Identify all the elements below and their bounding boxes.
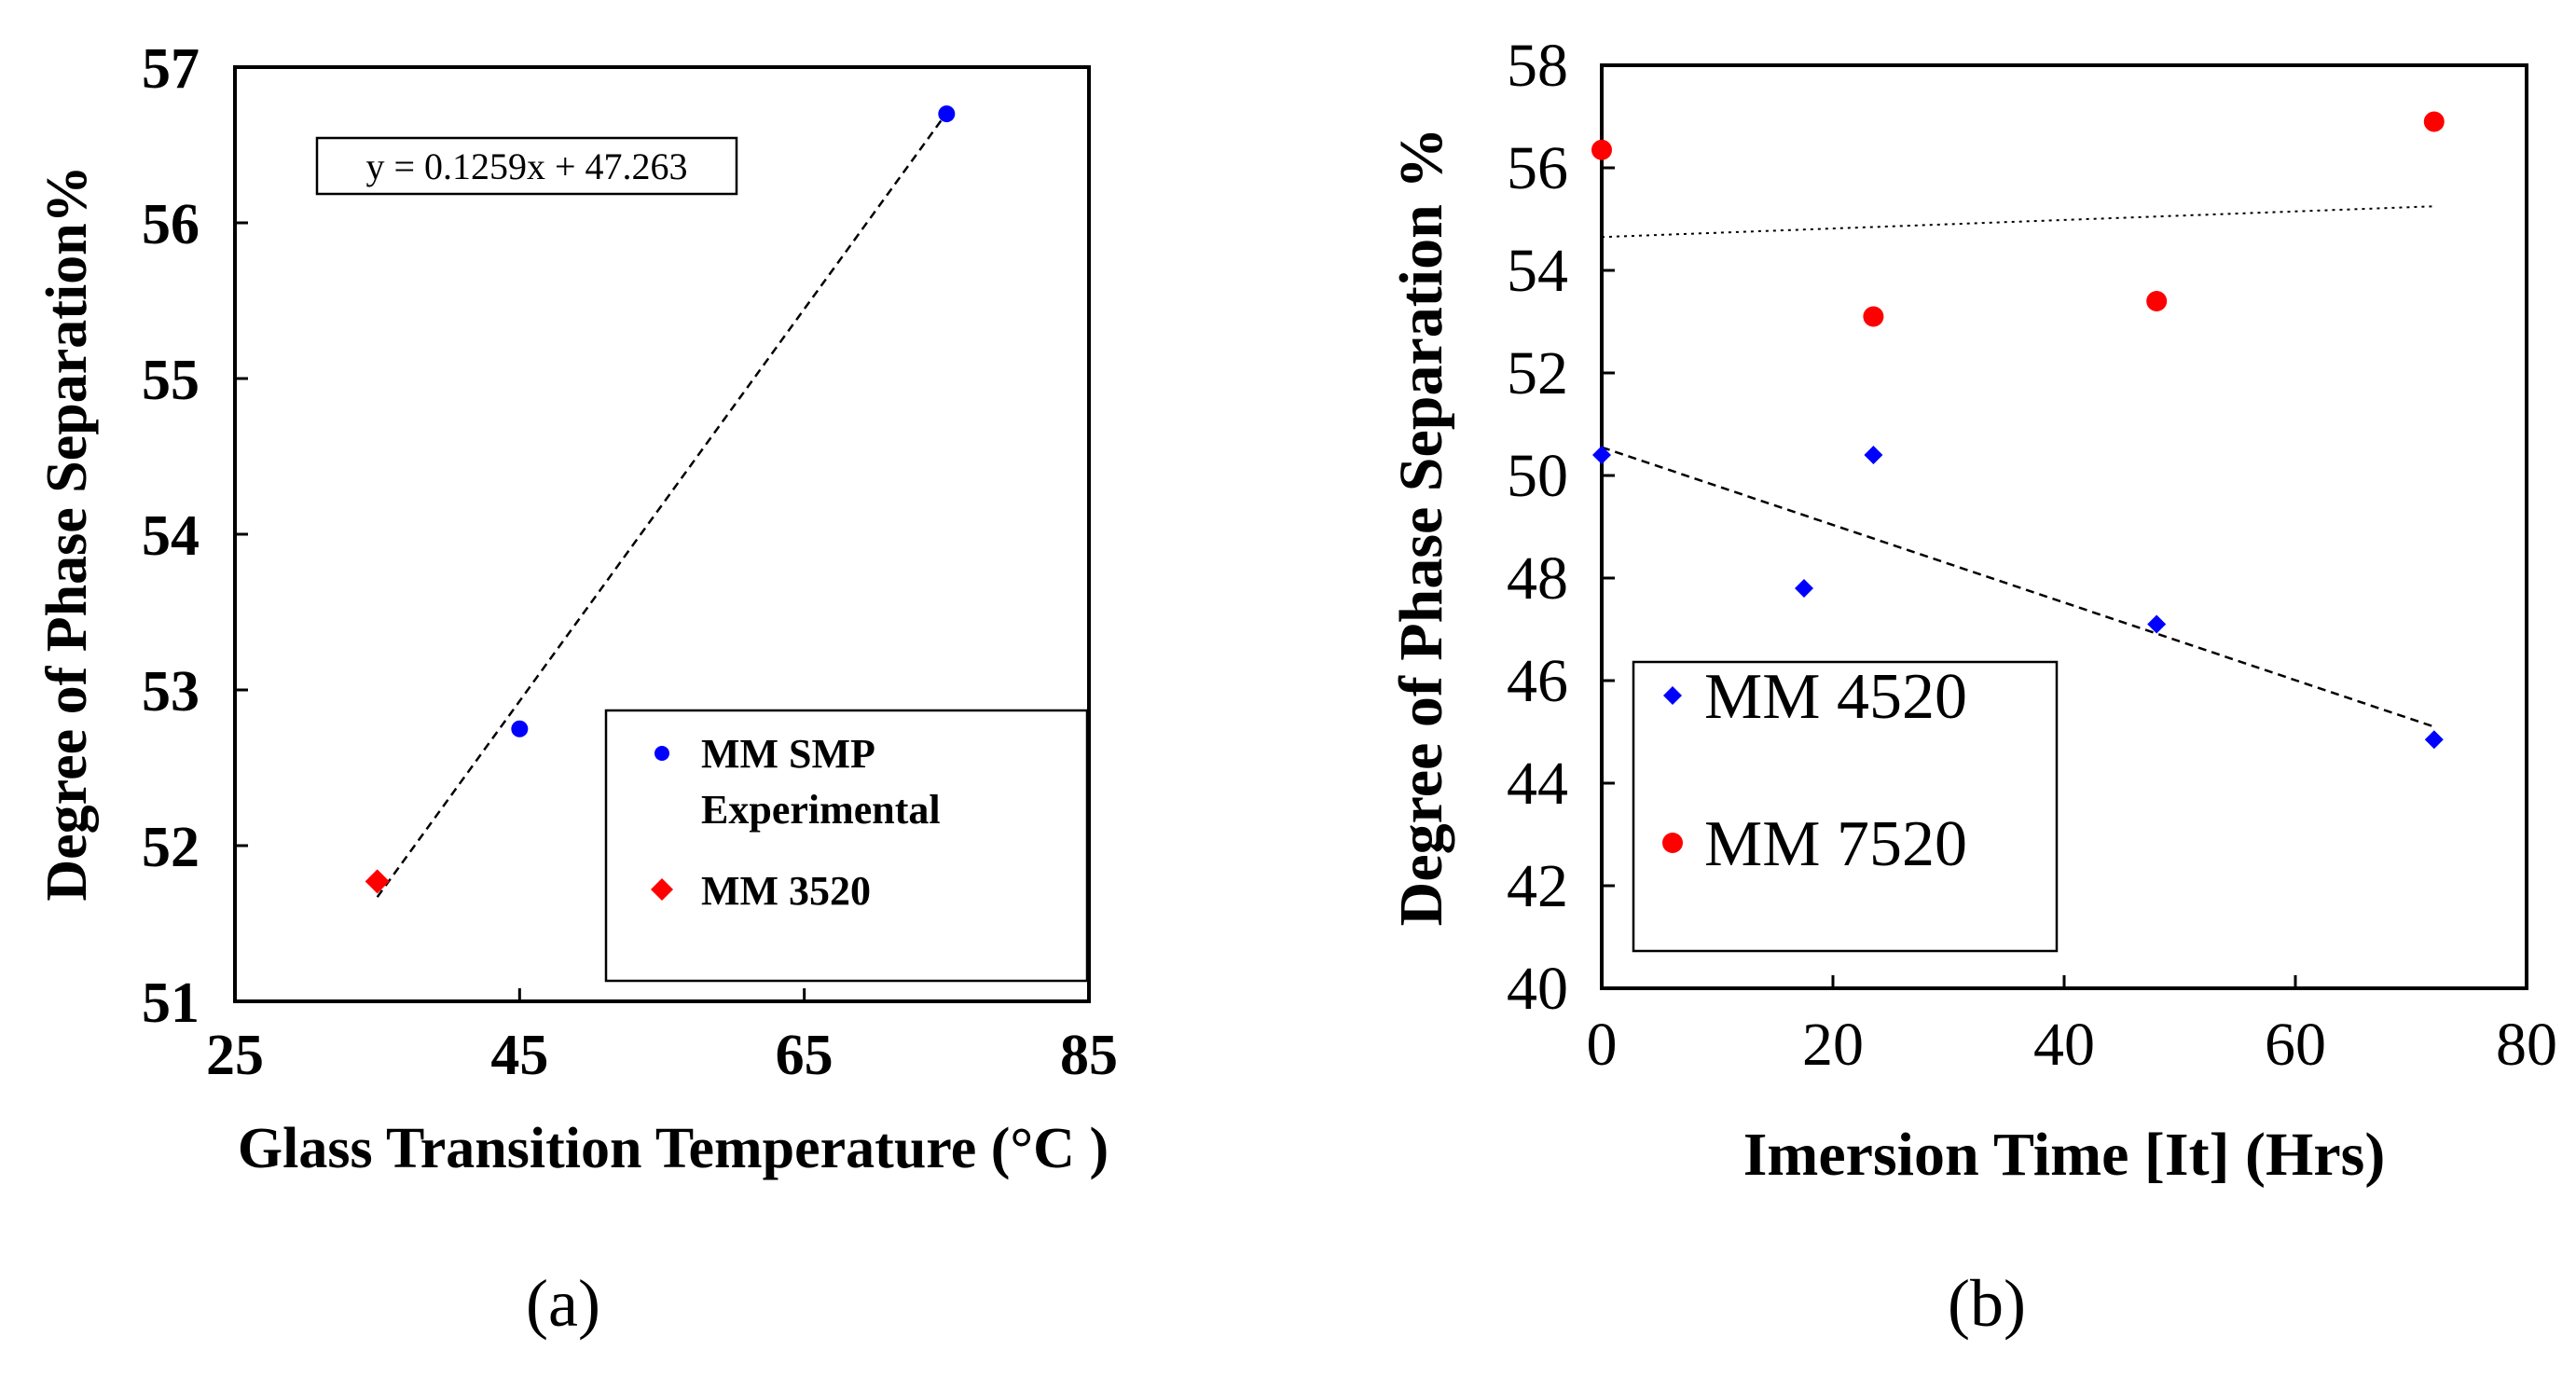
panel-b-point-series-1 [1863,306,1884,327]
panel-b-y-tick-label: 44 [1507,750,1568,818]
panel-b-legend: MM 4520 MM 7520 [1632,660,2059,953]
panel-b-y-tick-label: 42 [1507,852,1568,920]
panel-a-legend: MM SMP Experimental MM 3520 [604,709,1089,983]
panel-b-y-tick-label: 40 [1507,955,1568,1023]
panel-a-caption: (a) [526,1266,600,1341]
panel-b-y-tick-label: 56 [1507,134,1568,202]
panel-b-y-tick-label: 54 [1507,237,1568,305]
panel-a-legend-marker-diamond [651,878,673,901]
panel-b-x-tick-label: 60 [2265,1011,2326,1079]
panel-a-point-series-0 [938,105,956,123]
panel-a-x-axis-label: Glass Transition Temperature (°C ) [238,1117,1109,1180]
panel-b-point-series-1 [1591,139,1612,160]
panel-b-y-tick-label: 50 [1507,442,1568,510]
panel-a-y-tick-label: 51 [142,971,200,1035]
panel-a-x-tick-label: 85 [1060,1024,1118,1087]
panel-b-x-tick-label: 20 [1802,1011,1864,1079]
panel-a-trendline [376,112,948,898]
panel-a-y-tick-label: 57 [142,37,200,101]
panel-b-y-tick-label: 52 [1507,339,1568,407]
panel-a-y-tick-label: 55 [142,349,200,412]
panel-a-legend-label-3520: MM 3520 [701,868,871,914]
panel-a-legend-label-smp-line2: Experimental [701,787,941,833]
panel-a-legend-marker-circle [654,746,669,761]
panel-b-y-axis-label: Degree of Phase Separation % [1387,128,1455,927]
panel-b-caption: (b) [1948,1266,2026,1341]
panel-b-legend-marker-diamond [1663,686,1682,705]
panel-b-trendline-series-1 [1601,205,2434,239]
panel-a-equation: y = 0.1259x + 47.263 [365,145,687,187]
panel-a-chart: 25 45 65 85 51 52 53 54 55 56 57 y = 0.1259x + 47.… [35,37,1118,1341]
panel-b-point-series-0 [2147,614,2167,634]
panel-b-trendline-series-0 [1601,446,2435,728]
panel-a-point-series-1 [365,869,390,894]
panel-b-x-axis-label: Imersion Time [It] (Hrs) [1743,1121,2386,1189]
panel-a-x-tick-label: 65 [776,1024,833,1087]
panel-b-legend-label-4520: MM 4520 [1704,661,1967,733]
panel-a-y-axis-label: Degree of Phase Separation% [35,165,99,901]
panel-a-y-tick-label: 53 [142,660,200,723]
panel-a-legend-box [604,709,1089,983]
panel-b-chart: 0 20 40 60 80 40 42 44 46 48 50 52 54 56 58 MM 4520 MM… [1387,32,2557,1341]
panel-a-y-tick-label: 56 [142,193,200,256]
panel-b-x-tick-label: 0 [1587,1011,1618,1079]
panel-b-y-tick-label: 46 [1507,647,1568,715]
panel-b-point-series-0 [1795,579,1813,598]
panel-b-point-series-0 [1864,446,1883,464]
panel-b-y-tick-label: 58 [1507,32,1568,100]
panel-a-legend-label-smp-line1: MM SMP [701,731,875,777]
panel-b-point-series-1 [2423,111,2445,132]
panel-b-x-tick-label: 80 [2496,1011,2557,1079]
panel-a-equation-box: y = 0.1259x + 47.263 [315,136,738,196]
panel-b-legend-label-7520: MM 7520 [1704,808,1967,880]
panel-b-y-tick-label: 48 [1507,544,1568,613]
panel-b-point-series-1 [2146,291,2168,311]
panel-b-point-series-0 [2424,730,2444,750]
panel-a-point-series-0 [511,720,529,737]
panel-a-y-tick-label: 52 [142,816,200,879]
panel-a-x-tick-label: 25 [206,1024,264,1087]
panel-a-y-tick-label: 54 [142,504,200,568]
panel-b-x-tick-label: 40 [2033,1011,2095,1079]
panel-b-point-series-0 [1592,446,1611,464]
panel-b-legend-box [1632,660,2059,953]
panel-b-legend-marker-circle [1662,833,1683,853]
panel-a-x-tick-label: 45 [490,1024,548,1087]
